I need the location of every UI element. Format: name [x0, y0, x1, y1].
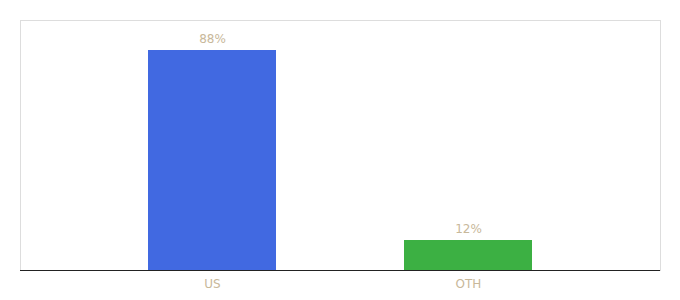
- svg-text:88%: 88%: [199, 32, 226, 46]
- svg-text:US: US: [204, 277, 220, 291]
- svg-text:12%: 12%: [455, 222, 482, 236]
- svg-text:OTH: OTH: [456, 277, 482, 291]
